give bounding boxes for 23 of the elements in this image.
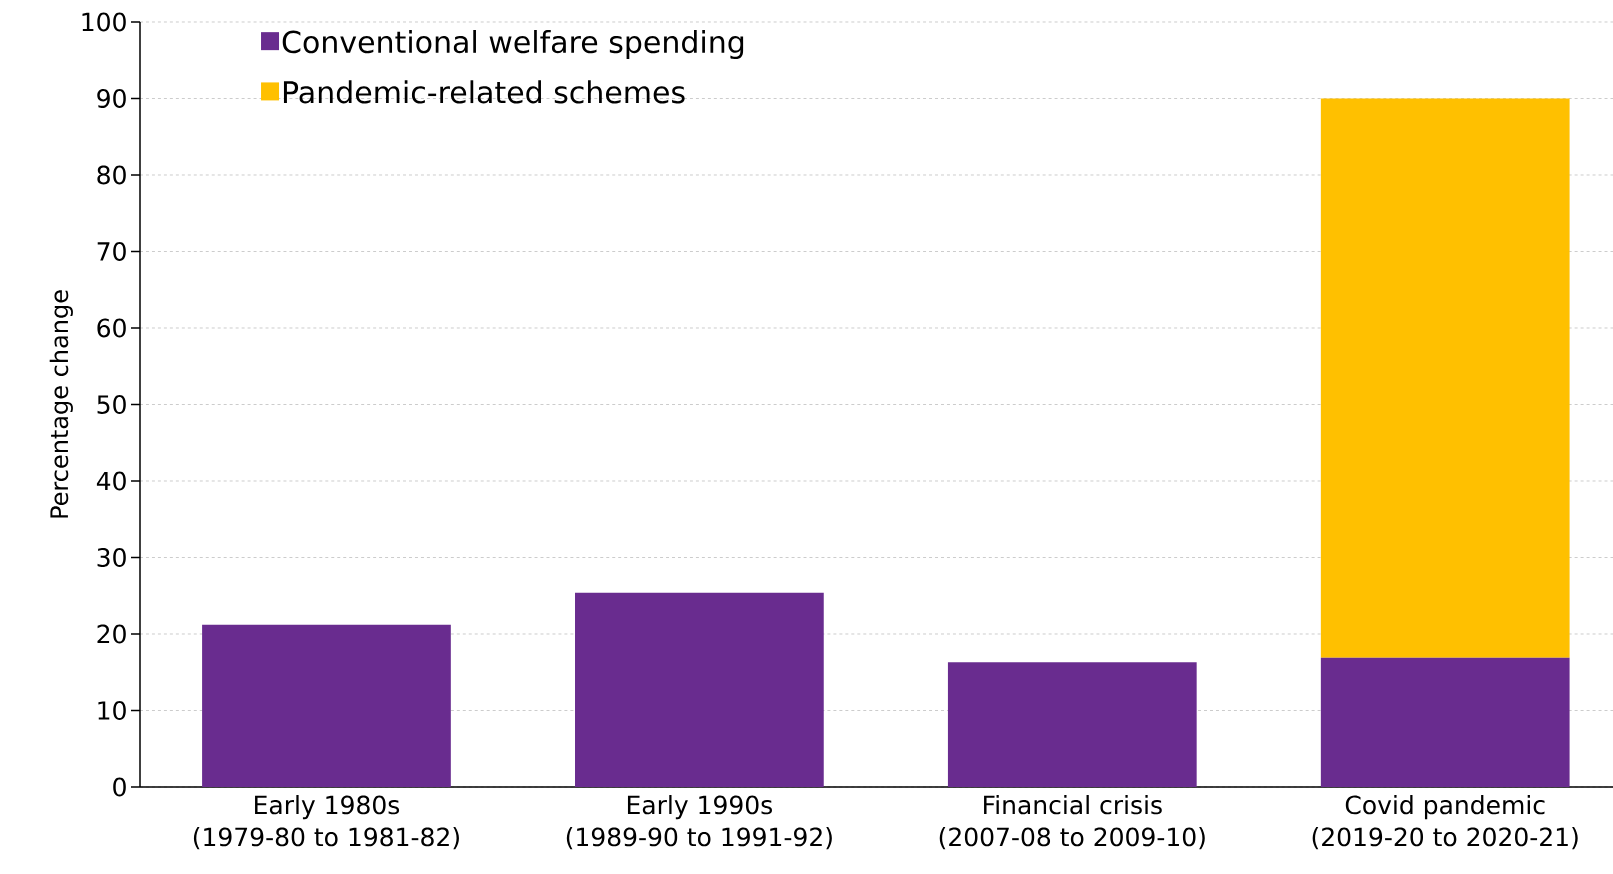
bar (947, 662, 1197, 787)
y-tick-label: 90 (97, 89, 126, 108)
y-tick-label: 10 (98, 701, 126, 720)
bar (575, 592, 824, 787)
y-tick-label: 20 (97, 624, 126, 644)
y-tick-label: 0 (113, 777, 126, 797)
legend-label: Conventional welfare spending (282, 30, 744, 60)
y-tick-label: 40 (96, 471, 126, 491)
y-tick-label: 30 (97, 548, 126, 567)
legend-label: Pandemic-related schemes (283, 80, 685, 104)
y-tick-label: 60 (97, 318, 126, 338)
x-tick-label: Financial crisis (2007-08 to 2009-10) (939, 795, 1205, 850)
x-tick-label: Early 1990s (1989-90 to 1991-92) (566, 795, 832, 850)
x-tick-label: Covid pandemic (2019-20 to 2020-21) (1312, 795, 1578, 850)
y-axis-title: Percentage change (49, 290, 73, 518)
x-tick-label: Early 1980s (1979-80 to 1981-82) (193, 795, 459, 850)
bar (202, 624, 451, 787)
y-tick-label: 70 (97, 242, 126, 261)
y-tick-label: 80 (97, 165, 126, 185)
y-tick-label: 100 (82, 12, 126, 32)
bar (1320, 98, 1570, 658)
bar (1320, 657, 1570, 787)
y-tick-label: 50 (97, 395, 126, 414)
